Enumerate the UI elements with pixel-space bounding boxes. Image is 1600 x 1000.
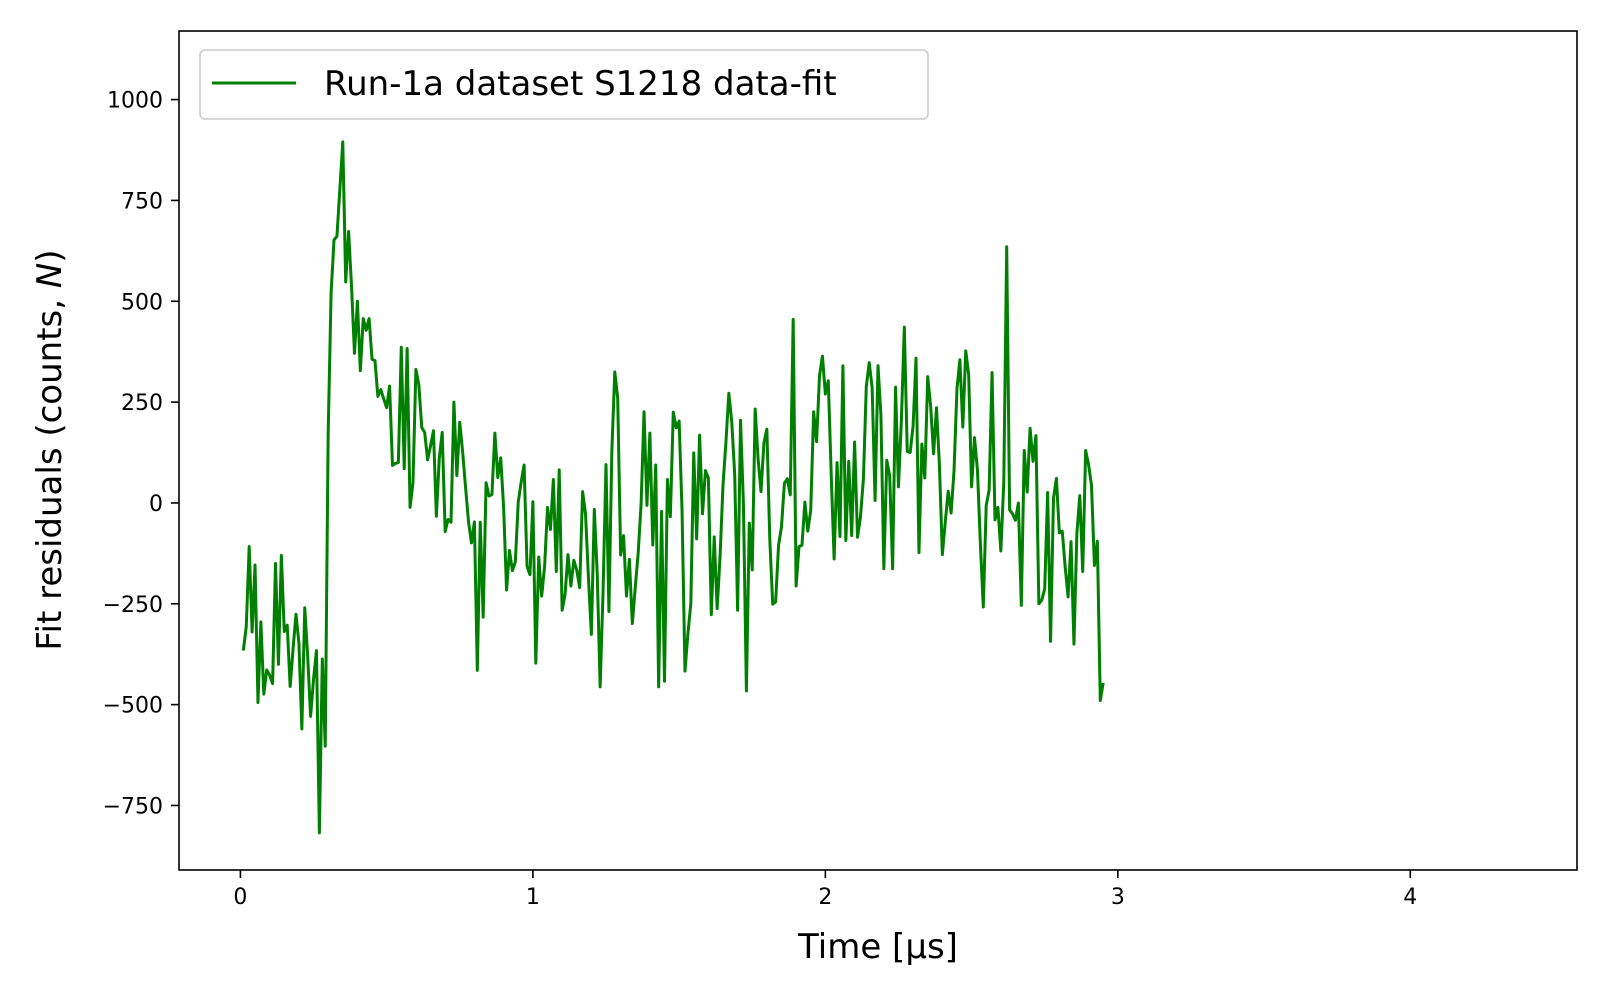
legend-entry: Run-1a dataset S1218 data-fit bbox=[324, 64, 837, 104]
x-axis-label: Time [µs] bbox=[797, 927, 958, 967]
plot-content bbox=[241, 140, 1105, 835]
legend: Run-1a dataset S1218 data-fit bbox=[199, 49, 929, 120]
y-tick-label: −250 bbox=[103, 593, 163, 618]
y-tick-label: −500 bbox=[103, 694, 163, 719]
x-tick-label: 3 bbox=[1111, 885, 1125, 910]
y-tick-label: 250 bbox=[121, 391, 163, 416]
y-axis-label: Fit residuals (counts, N) bbox=[30, 249, 70, 650]
y-tick-label: 1000 bbox=[107, 89, 163, 114]
y-tick-label: 0 bbox=[149, 492, 163, 517]
y-axis-label-suffix: ) bbox=[30, 249, 70, 262]
legend-box bbox=[199, 49, 929, 120]
y-axis-ticks: −750 −500 −250 0 250 500 750 1000 bbox=[103, 89, 179, 819]
x-tick-label: 2 bbox=[818, 885, 832, 910]
x-tick-label: 1 bbox=[526, 885, 540, 910]
x-axis-ticks: 0 1 2 3 4 bbox=[233, 870, 1417, 910]
y-tick-label: −750 bbox=[103, 794, 163, 819]
y-axis-label-variable: N bbox=[30, 263, 70, 288]
y-axis-label-prefix: Fit residuals (counts, bbox=[30, 288, 70, 650]
plot-frame bbox=[178, 30, 1578, 871]
x-tick-label: 4 bbox=[1403, 885, 1417, 910]
y-tick-label: 500 bbox=[121, 290, 163, 315]
x-tick-label: 0 bbox=[233, 885, 247, 910]
y-tick-label: 750 bbox=[121, 189, 163, 214]
series-line bbox=[241, 140, 1105, 835]
